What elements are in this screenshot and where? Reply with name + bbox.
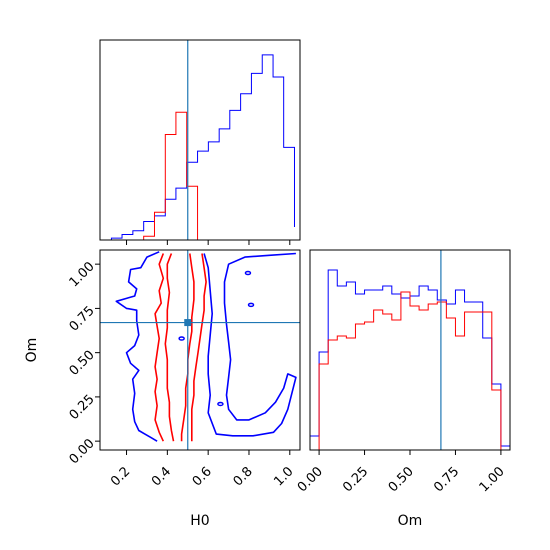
- hist-om-x-axis-label: Om: [398, 513, 423, 529]
- hist-Om-series-1-steps: [310, 291, 510, 450]
- contour-H0-Om-xtick-label-0: 0.2: [108, 464, 133, 489]
- hist-Om-xtick-label-3: 0.75: [431, 464, 462, 495]
- contour-H0-Om-ytick-label-2: 0.50: [67, 348, 98, 379]
- contour-H0-Om-ytick-label-3: 0.75: [67, 303, 98, 334]
- hist-Om-xtick-label-0: 0.00: [295, 464, 326, 495]
- hist-Om-frame: [309, 249, 511, 451]
- contour-H0-Om-blob-0: [244, 270, 252, 276]
- contour-H0-Om-ytick-label-1: 0.25: [67, 392, 98, 423]
- hist-H0-frame: [99, 39, 301, 241]
- contour-H0-Om-xtick-label-1: 0.4: [149, 464, 174, 489]
- contour-H0-Om-series-1-contour-2: [180, 253, 195, 442]
- contour-H0-Om-ytick-label-0: 0.00: [67, 436, 98, 467]
- contour-x-axis-label: H0: [190, 513, 209, 529]
- panel-hist-h0: [99, 39, 301, 245]
- contour-H0-Om-ytick-label-4: 1.00: [67, 259, 98, 290]
- contour-H0-Om-series-1-contour-0: [154, 253, 165, 442]
- hist-Om-xtick-label-1: 0.25: [340, 464, 371, 495]
- contour-H0-Om-blob-3: [217, 401, 224, 407]
- contour-H0-Om-series-0-contour-0: [115, 251, 160, 442]
- hist-Om-xtick-label-2: 0.50: [386, 464, 417, 495]
- hist-Om-xtick-label-4: 1.00: [477, 464, 508, 495]
- contour-H0-Om-xtick-label-3: 0.8: [231, 464, 256, 489]
- contour-H0-Om-xtick-label-2: 0.6: [190, 464, 215, 489]
- hist-H0-series-1-steps: [100, 111, 295, 240]
- contour-y-axis-label: Om: [24, 338, 40, 363]
- contour-H0-Om-xtick-label-4: 1.0: [271, 464, 296, 489]
- panel-hist-om: 0.00 0.25 0.50 0.75 1.00 Om: [295, 249, 511, 529]
- contour-H0-Om-blob-2: [178, 336, 185, 341]
- hist-H0-series-0-steps: [100, 54, 295, 240]
- contour-H0-Om-frame: [99, 249, 301, 451]
- contour-H0-Om-series-1-contour-1: [164, 253, 175, 442]
- panel-contour-h0-om: 0.2 0.4 0.6 0.8 1.0 0.00 0.25 0.50 0.75 1.00 H0 Om: [24, 249, 301, 529]
- contour-H0-Om-series-0-contour-1: [203, 252, 297, 437]
- contour-H0-Om-blob-1: [247, 302, 255, 308]
- contour-H0-Om-series-1-contour-3: [191, 253, 207, 442]
- truth-marker: [184, 319, 192, 327]
